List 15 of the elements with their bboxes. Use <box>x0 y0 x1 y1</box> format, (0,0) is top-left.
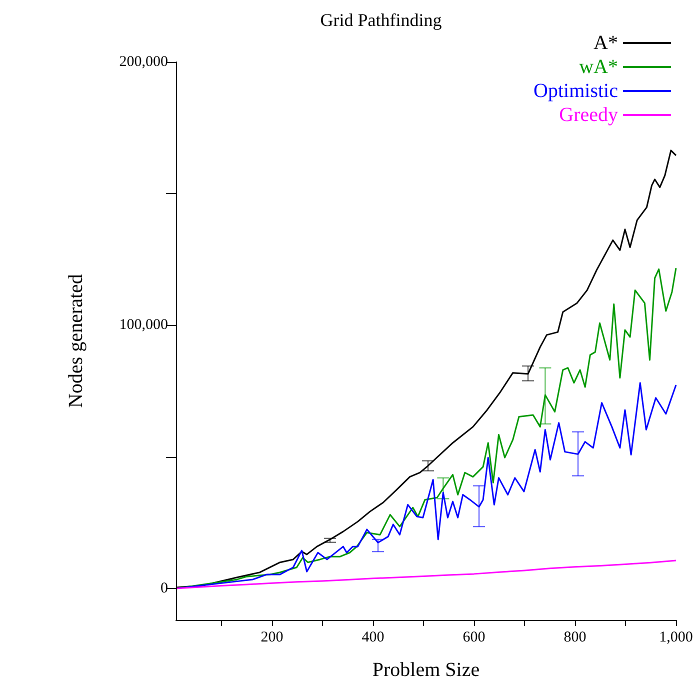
legend-label: Greedy <box>559 104 618 126</box>
legend-label: Optimistic <box>534 80 618 102</box>
legend-label: A* <box>594 32 618 54</box>
y-axis-title: Nodes generated <box>65 274 87 408</box>
x-axis-title: Problem Size <box>372 659 480 681</box>
y-tick-label: 200,000 <box>119 54 168 70</box>
x-tick-label: 400 <box>362 630 384 646</box>
x-tick-label: 800 <box>564 630 586 646</box>
line-series <box>176 560 677 590</box>
y-tick-label: 100,000 <box>119 317 168 334</box>
x-tick-label: 1,000 <box>659 630 693 646</box>
x-tick-label: 200 <box>260 630 284 646</box>
legend-label: wA* <box>579 56 618 78</box>
x-tick-label: 600 <box>462 630 486 646</box>
chart-title: Grid Pathfinding <box>320 10 442 30</box>
